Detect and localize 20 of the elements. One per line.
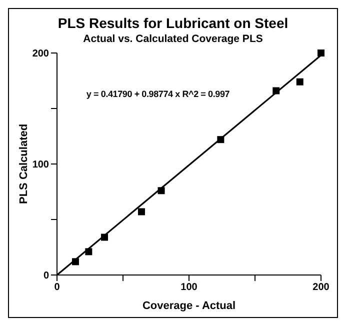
x-tick-label: 200 — [312, 282, 330, 294]
x-axis-title: Coverage - Actual — [142, 300, 236, 312]
point — [72, 258, 79, 266]
chart-title: PLS Results for Lubricant on Steel — [56, 15, 290, 31]
point — [101, 234, 108, 241]
chart-subtitle: Actual vs. Calculated Coverage PLS — [82, 33, 264, 45]
point — [296, 78, 304, 86]
point — [318, 50, 324, 56]
x-tick-label: 100 — [180, 282, 198, 294]
point — [138, 208, 145, 216]
x-tick-label: 0 — [54, 282, 60, 294]
y-axis-title: PLS Calculated — [18, 124, 30, 204]
point — [272, 87, 280, 94]
y-tick-label: 0 — [43, 270, 50, 282]
annotation: y = 0.41790 + 0.98774 x R^2 = 0.997 — [85, 89, 231, 99]
y-tick-label: 100 — [32, 160, 50, 171]
point — [217, 136, 224, 144]
point — [158, 187, 165, 194]
y-tick-label: 200 — [32, 48, 50, 60]
point — [85, 248, 92, 256]
